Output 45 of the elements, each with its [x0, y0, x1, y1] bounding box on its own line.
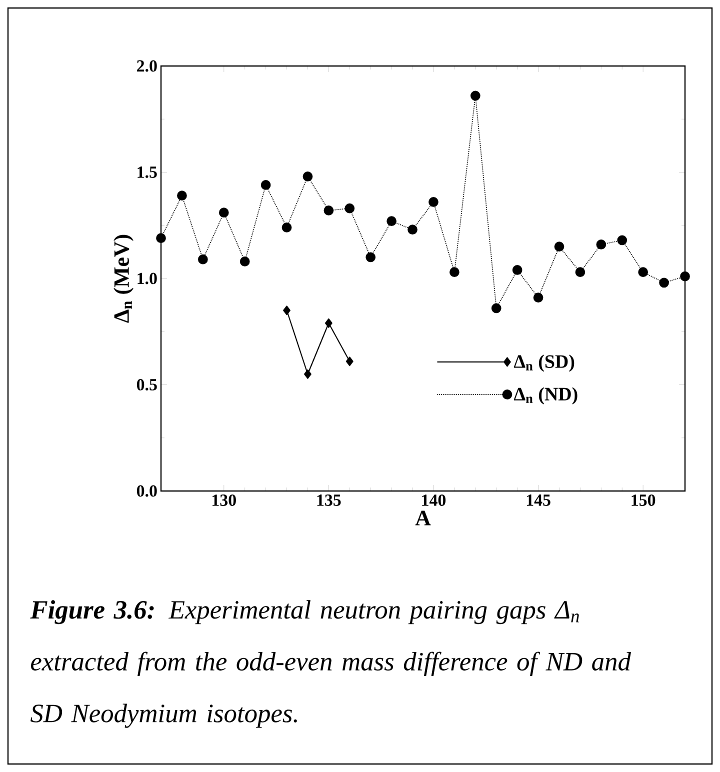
point — [324, 206, 334, 216]
point — [554, 242, 564, 252]
point — [218, 208, 229, 218]
point — [302, 172, 313, 182]
point — [617, 235, 628, 246]
point — [680, 271, 690, 282]
point — [283, 306, 290, 316]
legend-label: Δ$_{n}$ (SD) — [514, 354, 574, 372]
point — [177, 190, 187, 201]
point — [198, 254, 208, 264]
point — [491, 303, 502, 314]
legend-label: Δ$_{n}$ (ND) — [514, 387, 578, 404]
y-tick-label: 1.0 — [138, 272, 157, 284]
point — [346, 356, 354, 366]
x-tick-label: 130 — [212, 494, 236, 506]
y-tick-label: 2.0 — [137, 60, 157, 72]
point — [260, 180, 271, 190]
point — [512, 265, 522, 275]
y-axis-title: Δ$_{n}$ (MeV) — [114, 234, 134, 323]
x-tick-label: 150 — [632, 494, 656, 506]
point — [470, 90, 480, 101]
point — [450, 267, 460, 278]
point — [366, 252, 376, 262]
point — [659, 278, 669, 288]
x-tick-label: 135 — [317, 494, 341, 506]
point — [408, 224, 418, 235]
point — [304, 369, 312, 379]
point — [324, 318, 332, 328]
point — [428, 197, 438, 207]
point — [533, 292, 544, 303]
text: Figure 3.6: Experimental neutron pairing gaps Δ$_{n}$ extracted from the odd-even mass difference of ND and SD Neodymium isotopes. — [30, 600, 632, 728]
y-tick-label: 0.5 — [136, 378, 157, 390]
point — [638, 267, 648, 278]
point — [156, 233, 166, 244]
point — [344, 203, 355, 214]
point — [282, 222, 292, 232]
y-tick-label: 0.0 — [136, 485, 157, 497]
x-tick-label: 140 — [422, 494, 446, 506]
x-axis-title: A — [415, 510, 431, 526]
point — [386, 216, 396, 226]
point — [240, 256, 250, 266]
x-tick-label: 145 — [526, 494, 550, 506]
point — [575, 267, 586, 278]
y-tick-label: 1.5 — [138, 166, 157, 178]
point — [596, 240, 606, 250]
